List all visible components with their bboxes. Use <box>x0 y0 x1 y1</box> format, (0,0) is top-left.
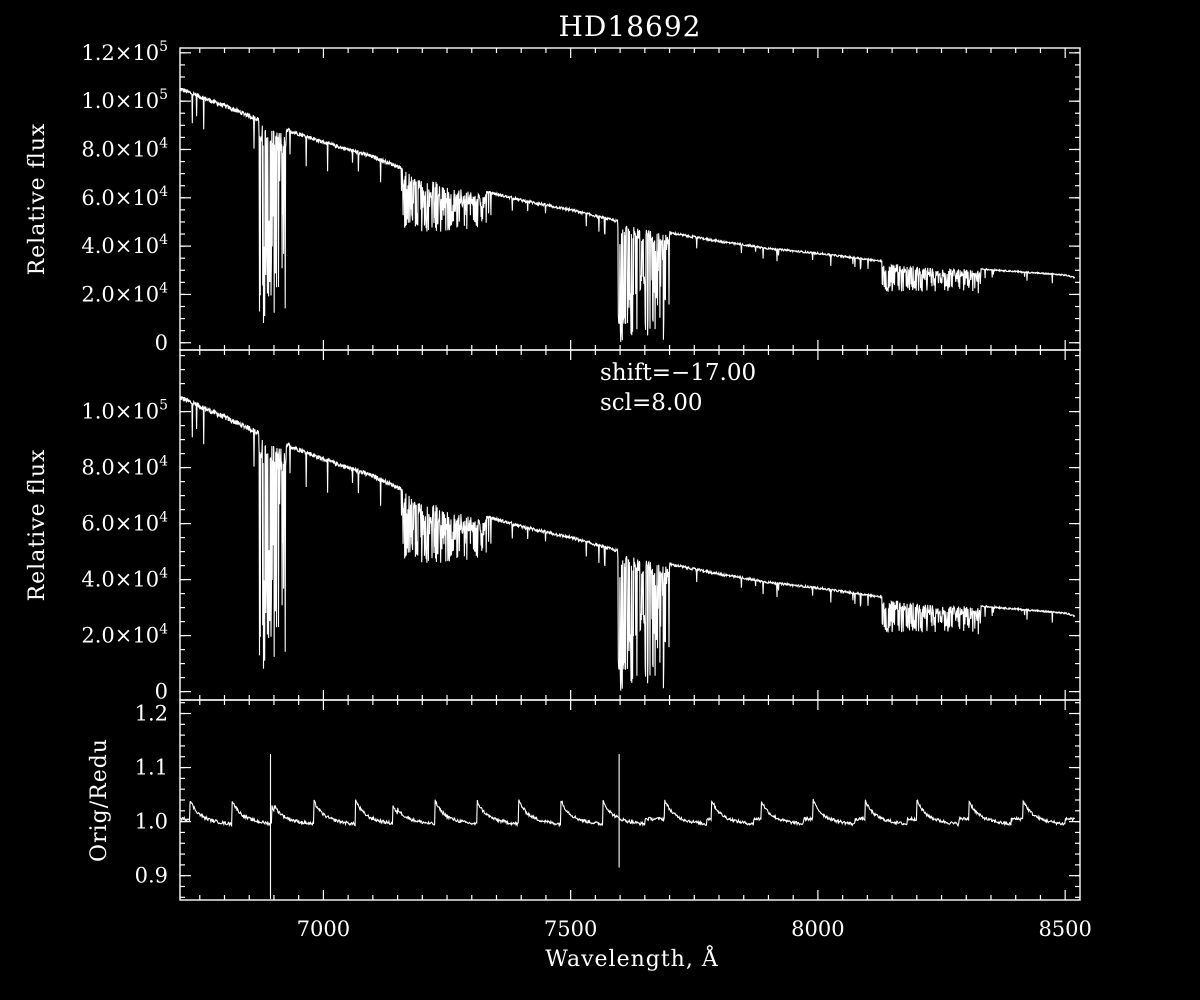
x-axis-label: Wavelength, Å <box>545 944 719 972</box>
y-tick-label: 0 <box>155 680 168 704</box>
y-tick-label: 1.0×105 <box>81 398 168 424</box>
y-tick-label: 4.0×104 <box>81 232 168 258</box>
y-tick-label: 8.0×104 <box>81 454 168 480</box>
x-tick-label: 7000 <box>297 917 350 941</box>
y-tick-label: 0.9 <box>135 864 168 888</box>
original-spectrum-line <box>179 87 1076 342</box>
bottom-y-axis-label: Orig/Redu <box>87 738 112 862</box>
ratio-line <box>179 798 1076 828</box>
middle-y-axis-label: Relative flux <box>25 449 50 602</box>
chart-marks: 7000 7500 8000 8500 0 2.0×104 4.0×104 6.0×104 8.… <box>81 39 1092 941</box>
y-tick-label: 1.0×105 <box>81 87 168 113</box>
scale-annotation: scl=8.00 <box>600 390 703 416</box>
x-tick-label: 8500 <box>1038 917 1091 941</box>
y-tick-label: 4.0×104 <box>81 566 168 592</box>
y-tick-label: 1.0 <box>135 810 168 834</box>
y-tick-label: 0 <box>155 331 168 355</box>
shift-annotation: shift=−17.00 <box>600 360 756 386</box>
y-tick-label: 2.0×104 <box>81 622 168 648</box>
y-tick-label: 1.2 <box>135 702 168 726</box>
top-panel-frame <box>179 47 1081 351</box>
x-tick-label: 8000 <box>791 917 844 941</box>
bottom-panel-frame <box>179 699 1081 901</box>
y-tick-label: 6.0×104 <box>81 184 168 210</box>
x-tick-label: 7500 <box>544 917 597 941</box>
y-tick-label: 1.1 <box>135 756 168 780</box>
top-y-axis-label: Relative flux <box>25 123 50 276</box>
chart-title: HD18692 <box>559 10 702 43</box>
y-tick-label: 2.0×104 <box>81 280 168 306</box>
y-tick-label: 6.0×104 <box>81 510 168 536</box>
y-tick-label: 1.2×105 <box>81 39 168 65</box>
reduced-spectrum-line <box>179 396 1076 691</box>
y-tick-label: 8.0×104 <box>81 135 168 161</box>
